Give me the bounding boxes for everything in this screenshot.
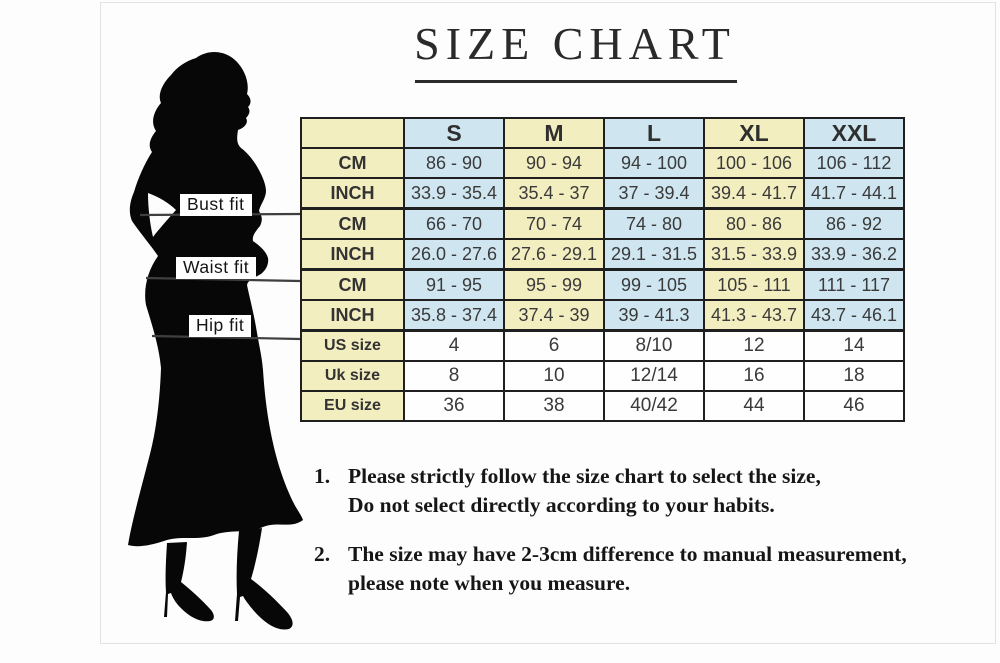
size-cell: 111 - 117: [803, 268, 905, 301]
row-label: EU size: [300, 390, 405, 422]
row-label: CM: [300, 268, 405, 301]
size-cell: 12: [703, 329, 805, 362]
row-label: INCH: [300, 177, 405, 210]
size-cell: 29.1 - 31.5: [603, 238, 705, 271]
hip-fit-line: [151, 334, 301, 341]
size-cell: 66 - 70: [403, 207, 505, 240]
eu-size-row: EU size 36 38 40/42 44 46: [300, 390, 905, 422]
size-cell: 31.5 - 33.9: [703, 238, 805, 271]
size-cell: 4: [403, 329, 505, 362]
us-size-row: US size 4 6 8/10 12 14: [300, 329, 905, 362]
size-cell: 43.7 - 46.1: [803, 299, 905, 332]
silhouette-right-shoe: [235, 528, 293, 630]
col-header-xxl: XXL: [803, 117, 905, 149]
waist-inch-row: INCH 26.0 - 27.6 27.6 - 29.1 29.1 - 31.5…: [300, 238, 905, 271]
size-cell: 41.3 - 43.7: [703, 299, 805, 332]
size-cell: 6: [503, 329, 605, 362]
size-cell: 40/42: [603, 390, 705, 422]
row-label: US size: [300, 329, 405, 362]
col-header-l: L: [603, 117, 705, 149]
size-cell: 99 - 105: [603, 268, 705, 301]
size-cell: 80 - 86: [703, 207, 805, 240]
size-cell: 8: [403, 360, 505, 392]
size-table: S M L XL XXL CM 86 - 90 90 - 94 94 - 100…: [300, 117, 905, 422]
size-cell: 8/10: [603, 329, 705, 362]
note-line: please note when you measure.: [348, 571, 631, 595]
size-cell: 46: [803, 390, 905, 422]
size-cell: 100 - 106: [703, 147, 805, 179]
note-line: Please strictly follow the size chart to…: [348, 464, 821, 488]
waist-fit-line: [145, 276, 301, 283]
note-line: Do not select directly according to your…: [348, 493, 775, 517]
bust-fit-label: Bust fit: [180, 194, 252, 216]
size-cell: 106 - 112: [803, 147, 905, 179]
col-header-s: S: [403, 117, 505, 149]
size-cell: 12/14: [603, 360, 705, 392]
size-cell: 70 - 74: [503, 207, 605, 240]
size-cell: 86 - 92: [803, 207, 905, 240]
size-cell: 95 - 99: [503, 268, 605, 301]
size-cell: 74 - 80: [603, 207, 705, 240]
note-number: 1.: [314, 464, 331, 488]
row-label: INCH: [300, 299, 405, 332]
size-cell: 37 - 39.4: [603, 177, 705, 210]
size-cell: 44: [703, 390, 805, 422]
waist-cm-row: CM 66 - 70 70 - 74 74 - 80 80 - 86 86 - …: [300, 207, 905, 240]
note-text: Please strictly follow the size chart to…: [348, 462, 821, 520]
size-cell: 35.8 - 37.4: [403, 299, 505, 332]
size-cell: 90 - 94: [503, 147, 605, 179]
size-cell: 37.4 - 39: [503, 299, 605, 332]
size-cell: 26.0 - 27.6: [403, 238, 505, 271]
hip-cm-row: CM 91 - 95 95 - 99 99 - 105 105 - 111 11…: [300, 268, 905, 301]
row-label: INCH: [300, 238, 405, 271]
title-underline: [415, 80, 737, 83]
row-label: Uk size: [300, 360, 405, 392]
uk-size-row: Uk size 8 10 12/14 16 18: [300, 360, 905, 392]
size-cell: 39 - 41.3: [603, 299, 705, 332]
hip-fit-label: Hip fit: [189, 315, 252, 337]
size-cell: 41.7 - 44.1: [803, 177, 905, 210]
note-1: 1. Please strictly follow the size chart…: [314, 462, 821, 520]
size-cell: 38: [503, 390, 605, 422]
silhouette-left-shoe: [164, 542, 214, 622]
size-cell: 94 - 100: [603, 147, 705, 179]
row-label: CM: [300, 147, 405, 179]
size-cell: 33.9 - 36.2: [803, 238, 905, 271]
col-header-m: M: [503, 117, 605, 149]
size-cell: 91 - 95: [403, 268, 505, 301]
size-cell: 35.4 - 37: [503, 177, 605, 210]
col-header-xl: XL: [703, 117, 805, 149]
size-cell: 10: [503, 360, 605, 392]
page-title: SIZE CHART: [414, 18, 736, 69]
size-cell: 16: [703, 360, 805, 392]
corner-cell: [300, 117, 405, 149]
hip-inch-row: INCH 35.8 - 37.4 37.4 - 39 39 - 41.3 41.…: [300, 299, 905, 332]
waist-fit-label: Waist fit: [176, 257, 257, 279]
size-cell: 36: [403, 390, 505, 422]
silhouette-body: [128, 52, 303, 547]
size-cell: 105 - 111: [703, 268, 805, 301]
size-cell: 14: [803, 329, 905, 362]
note-line: The size may have 2-3cm difference to ma…: [348, 542, 907, 566]
note-2: 2. The size may have 2-3cm difference to…: [314, 540, 907, 598]
row-label: CM: [300, 207, 405, 240]
note-number: 2.: [314, 542, 331, 566]
size-cell: 33.9 - 35.4: [403, 177, 505, 210]
size-cell: 39.4 - 41.7: [703, 177, 805, 210]
note-text: The size may have 2-3cm difference to ma…: [348, 540, 907, 598]
bust-cm-row: CM 86 - 90 90 - 94 94 - 100 100 - 106 10…: [300, 147, 905, 179]
size-cell: 86 - 90: [403, 147, 505, 179]
size-cell: 18: [803, 360, 905, 392]
size-cell: 27.6 - 29.1: [503, 238, 605, 271]
header-row: S M L XL XXL: [300, 117, 905, 149]
bust-inch-row: INCH 33.9 - 35.4 35.4 - 37 37 - 39.4 39.…: [300, 177, 905, 210]
